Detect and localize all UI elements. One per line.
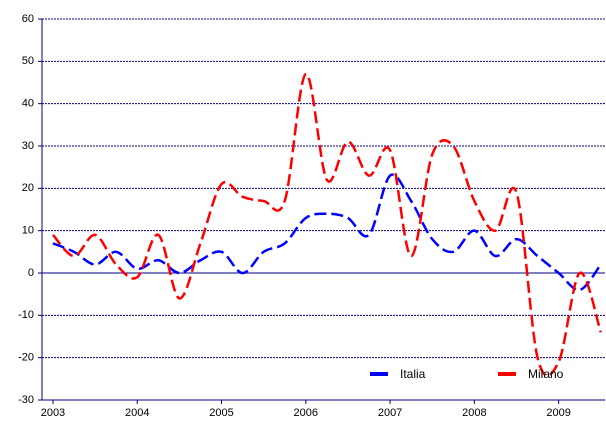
- y-tick-label: -10: [18, 309, 34, 321]
- x-tick-label: 2009: [546, 407, 570, 419]
- y-tick-label: 0: [28, 267, 34, 279]
- x-tick-label: 2007: [378, 407, 402, 419]
- legend-label: Milano: [528, 367, 564, 381]
- series-line: [52, 72, 602, 377]
- y-tick-label: 60: [22, 13, 34, 25]
- y-tick-label: 50: [22, 55, 34, 67]
- y-tick-label: -20: [18, 352, 34, 364]
- x-tick-label: 2008: [462, 407, 486, 419]
- y-tick-label: -30: [18, 394, 34, 406]
- y-tick-label: 30: [22, 140, 34, 152]
- y-tick-label: 40: [22, 98, 34, 110]
- x-tick-label: 2004: [125, 407, 149, 419]
- x-tick-label: 2006: [294, 407, 318, 419]
- x-tick-label: 2003: [41, 407, 65, 419]
- x-tick-label: 2005: [209, 407, 233, 419]
- y-tick-label: 10: [22, 225, 34, 237]
- y-tick-label: 20: [22, 182, 34, 194]
- legend-label: Italia: [400, 367, 426, 381]
